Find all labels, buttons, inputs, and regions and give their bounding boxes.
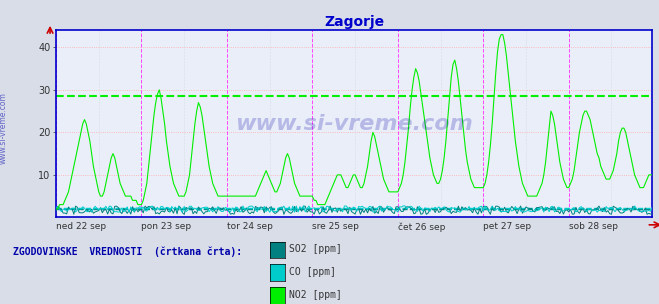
Text: CO [ppm]: CO [ppm] — [289, 267, 335, 277]
Text: SO2 [ppm]: SO2 [ppm] — [289, 244, 341, 254]
Text: www.si-vreme.com: www.si-vreme.com — [235, 114, 473, 134]
Text: www.si-vreme.com: www.si-vreme.com — [0, 92, 8, 164]
Title: Zagorje: Zagorje — [324, 15, 384, 29]
Text: NO2 [ppm]: NO2 [ppm] — [289, 290, 341, 300]
Text: ZGODOVINSKE  VREDNOSTI  (črtkana črta):: ZGODOVINSKE VREDNOSTI (črtkana črta): — [13, 246, 243, 257]
